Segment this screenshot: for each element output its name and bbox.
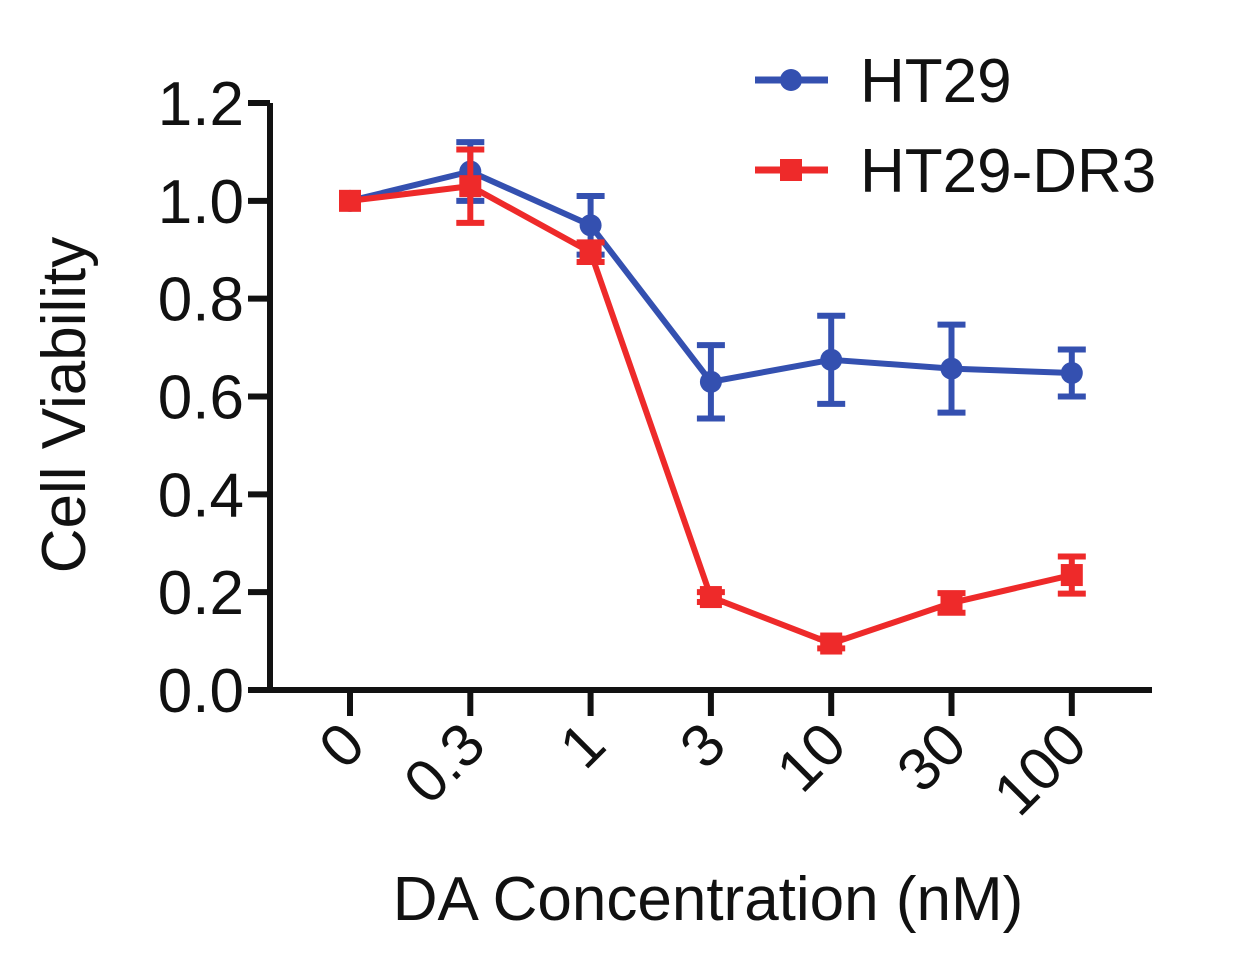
data-point: [579, 214, 602, 237]
x-axis-title: DA Concentration (nM): [393, 865, 1024, 934]
x-tick-label: 30: [884, 710, 979, 805]
data-point: [1060, 564, 1083, 587]
y-tick-label: 0.6: [158, 364, 244, 433]
x-tick-label: 1: [547, 710, 618, 781]
data-point: [699, 586, 722, 609]
data-point: [820, 348, 843, 371]
legend-item: HT29: [755, 47, 1012, 116]
series-layer: [339, 139, 1086, 655]
legend-marker: [780, 69, 802, 91]
data-point: [1060, 362, 1083, 385]
y-tick-label: 0.8: [158, 266, 244, 335]
x-tick-label: 100: [981, 710, 1099, 828]
legend: HT29 HT29-DR3: [755, 47, 1156, 206]
legend-marker: [780, 159, 802, 181]
legend-label: HT29-DR3: [860, 137, 1156, 206]
series-ht29-dr3: [339, 146, 1086, 655]
legend-label: HT29: [860, 47, 1012, 116]
data-point: [940, 591, 963, 614]
y-tick-label: 0.0: [158, 657, 244, 726]
data-point: [940, 357, 963, 380]
y-tick-label: 1.0: [158, 168, 244, 237]
legend-item: HT29-DR3: [755, 137, 1156, 206]
y-ticks: 0.0 0.2 0.4 0.6 0.8 1.0 1.2: [158, 70, 270, 726]
data-point: [820, 632, 843, 655]
y-axis-title: Cell Viability: [30, 237, 99, 574]
y-tick-label: 1.2: [158, 70, 244, 139]
y-tick-label: 0.2: [158, 559, 244, 628]
data-point: [579, 241, 602, 264]
x-ticks: 0 0.3 1 3 10 30 100: [306, 690, 1099, 828]
x-tick-label: 10: [764, 710, 859, 805]
data-point: [459, 175, 482, 198]
data-point: [339, 189, 361, 212]
data-point: [699, 370, 722, 393]
y-tick-label: 0.4: [158, 461, 244, 530]
x-tick-label: 3: [667, 710, 738, 781]
x-tick-label: 0.3: [391, 710, 497, 816]
x-tick-label: 0: [306, 710, 377, 781]
